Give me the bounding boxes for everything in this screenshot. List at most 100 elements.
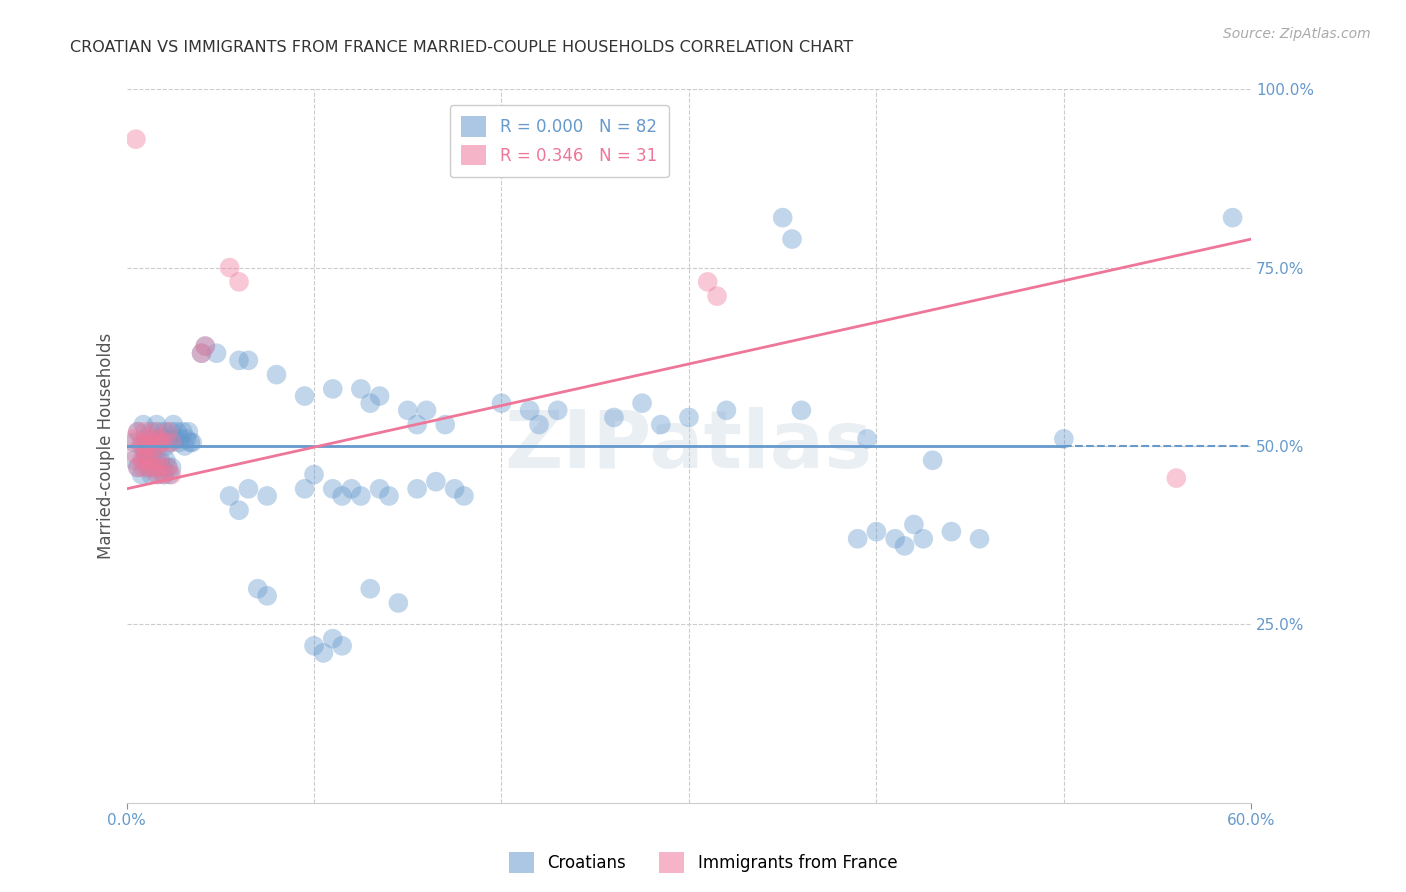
Text: CROATIAN VS IMMIGRANTS FROM FRANCE MARRIED-COUPLE HOUSEHOLDS CORRELATION CHART: CROATIAN VS IMMIGRANTS FROM FRANCE MARRI… [70,40,853,55]
Point [176,432,198,446]
Point [884,532,907,546]
Point [256,489,278,503]
Point [160,425,183,439]
Point [143,460,166,475]
Point [143,425,166,439]
Point [170,432,193,446]
Point [134,425,156,439]
Legend: Croatians, Immigrants from France: Croatians, Immigrants from France [502,846,904,880]
Point [190,346,212,360]
Point [491,396,513,410]
Point [139,425,162,439]
Point [903,517,925,532]
Point [228,503,250,517]
Point [134,432,156,446]
Point [856,432,879,446]
Point [205,346,228,360]
Point [453,489,475,503]
Point [132,453,155,467]
Point [302,639,325,653]
Point [153,467,176,482]
Point [865,524,887,539]
Point [122,453,145,467]
Point [1166,471,1188,485]
Point [893,539,915,553]
Point [387,596,409,610]
Point [322,482,344,496]
Point [149,460,172,475]
Point [167,435,190,450]
Point [368,482,391,496]
Point [162,417,184,432]
Point [359,396,381,410]
Point [780,232,803,246]
Point [143,460,166,475]
Point [350,382,373,396]
Point [177,425,200,439]
Point [159,467,181,482]
Point [131,439,153,453]
Point [294,482,316,496]
Point [127,425,149,439]
Point [148,432,170,446]
Point [139,453,162,467]
Text: Source: ZipAtlas.com: Source: ZipAtlas.com [1223,27,1371,41]
Point [166,425,188,439]
Point [134,446,156,460]
Point [650,417,672,432]
Point [150,432,173,446]
Point [1222,211,1244,225]
Point [912,532,935,546]
Point [132,460,155,475]
Point [294,389,316,403]
Point [706,289,728,303]
Point [142,446,165,460]
Point [131,467,153,482]
Point [149,453,172,467]
Point [173,439,195,453]
Point [153,425,176,439]
Point [134,446,156,460]
Point [131,453,153,467]
Point [142,439,165,453]
Point [425,475,447,489]
Point [772,211,794,225]
Point [415,403,437,417]
Point [149,435,172,450]
Point [519,403,541,417]
Point [378,489,401,503]
Point [138,453,160,467]
Point [434,417,457,432]
Point [228,353,250,368]
Point [194,339,217,353]
Point [330,489,353,503]
Point [302,467,325,482]
Point [256,589,278,603]
Point [218,260,240,275]
Point [1053,432,1076,446]
Point [368,389,391,403]
Point [139,467,162,482]
Point [148,467,170,482]
Point [136,439,159,453]
Point [153,467,176,482]
Point [156,432,179,446]
Point [145,417,167,432]
Point [165,432,187,446]
Point [122,446,145,460]
Point [179,435,201,450]
Point [238,482,260,496]
Point [125,132,148,146]
Point [127,460,149,475]
Point [132,417,155,432]
Point [156,460,179,475]
Point [160,460,183,475]
Point [127,425,149,439]
Point [138,460,160,475]
Point [443,482,465,496]
Point [132,439,155,453]
Point [150,460,173,475]
Point [716,403,738,417]
Point [155,453,177,467]
Point [322,632,344,646]
